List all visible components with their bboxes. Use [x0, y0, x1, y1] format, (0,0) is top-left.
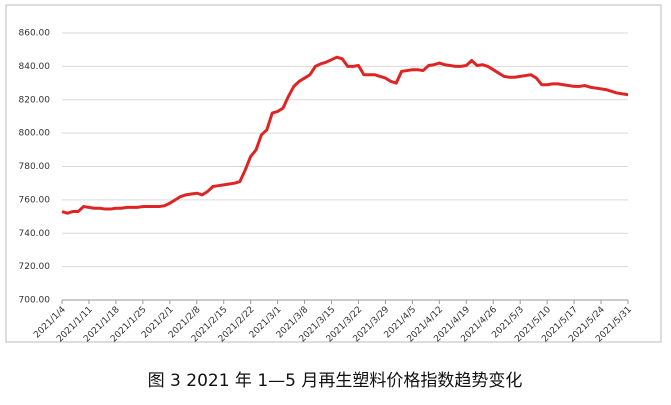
caption: 图 3 2021 年 1—5 月再生塑料价格指数趋势变化: [148, 371, 523, 391]
y-tick-label: 820.00: [19, 95, 51, 105]
y-tick-label: 700.00: [19, 296, 51, 306]
y-tick-label: 720.00: [19, 262, 51, 272]
y-tick-label: 800.00: [19, 129, 51, 139]
y-tick-label: 760.00: [19, 195, 51, 205]
y-tick-label: 860.00: [19, 29, 51, 39]
y-tick-label: 740.00: [19, 229, 51, 239]
data-line: [61, 55, 629, 215]
chart-frame: [5, 4, 662, 343]
y-tick-label: 780.00: [19, 162, 51, 172]
y-tick-label: 840.00: [19, 62, 51, 72]
